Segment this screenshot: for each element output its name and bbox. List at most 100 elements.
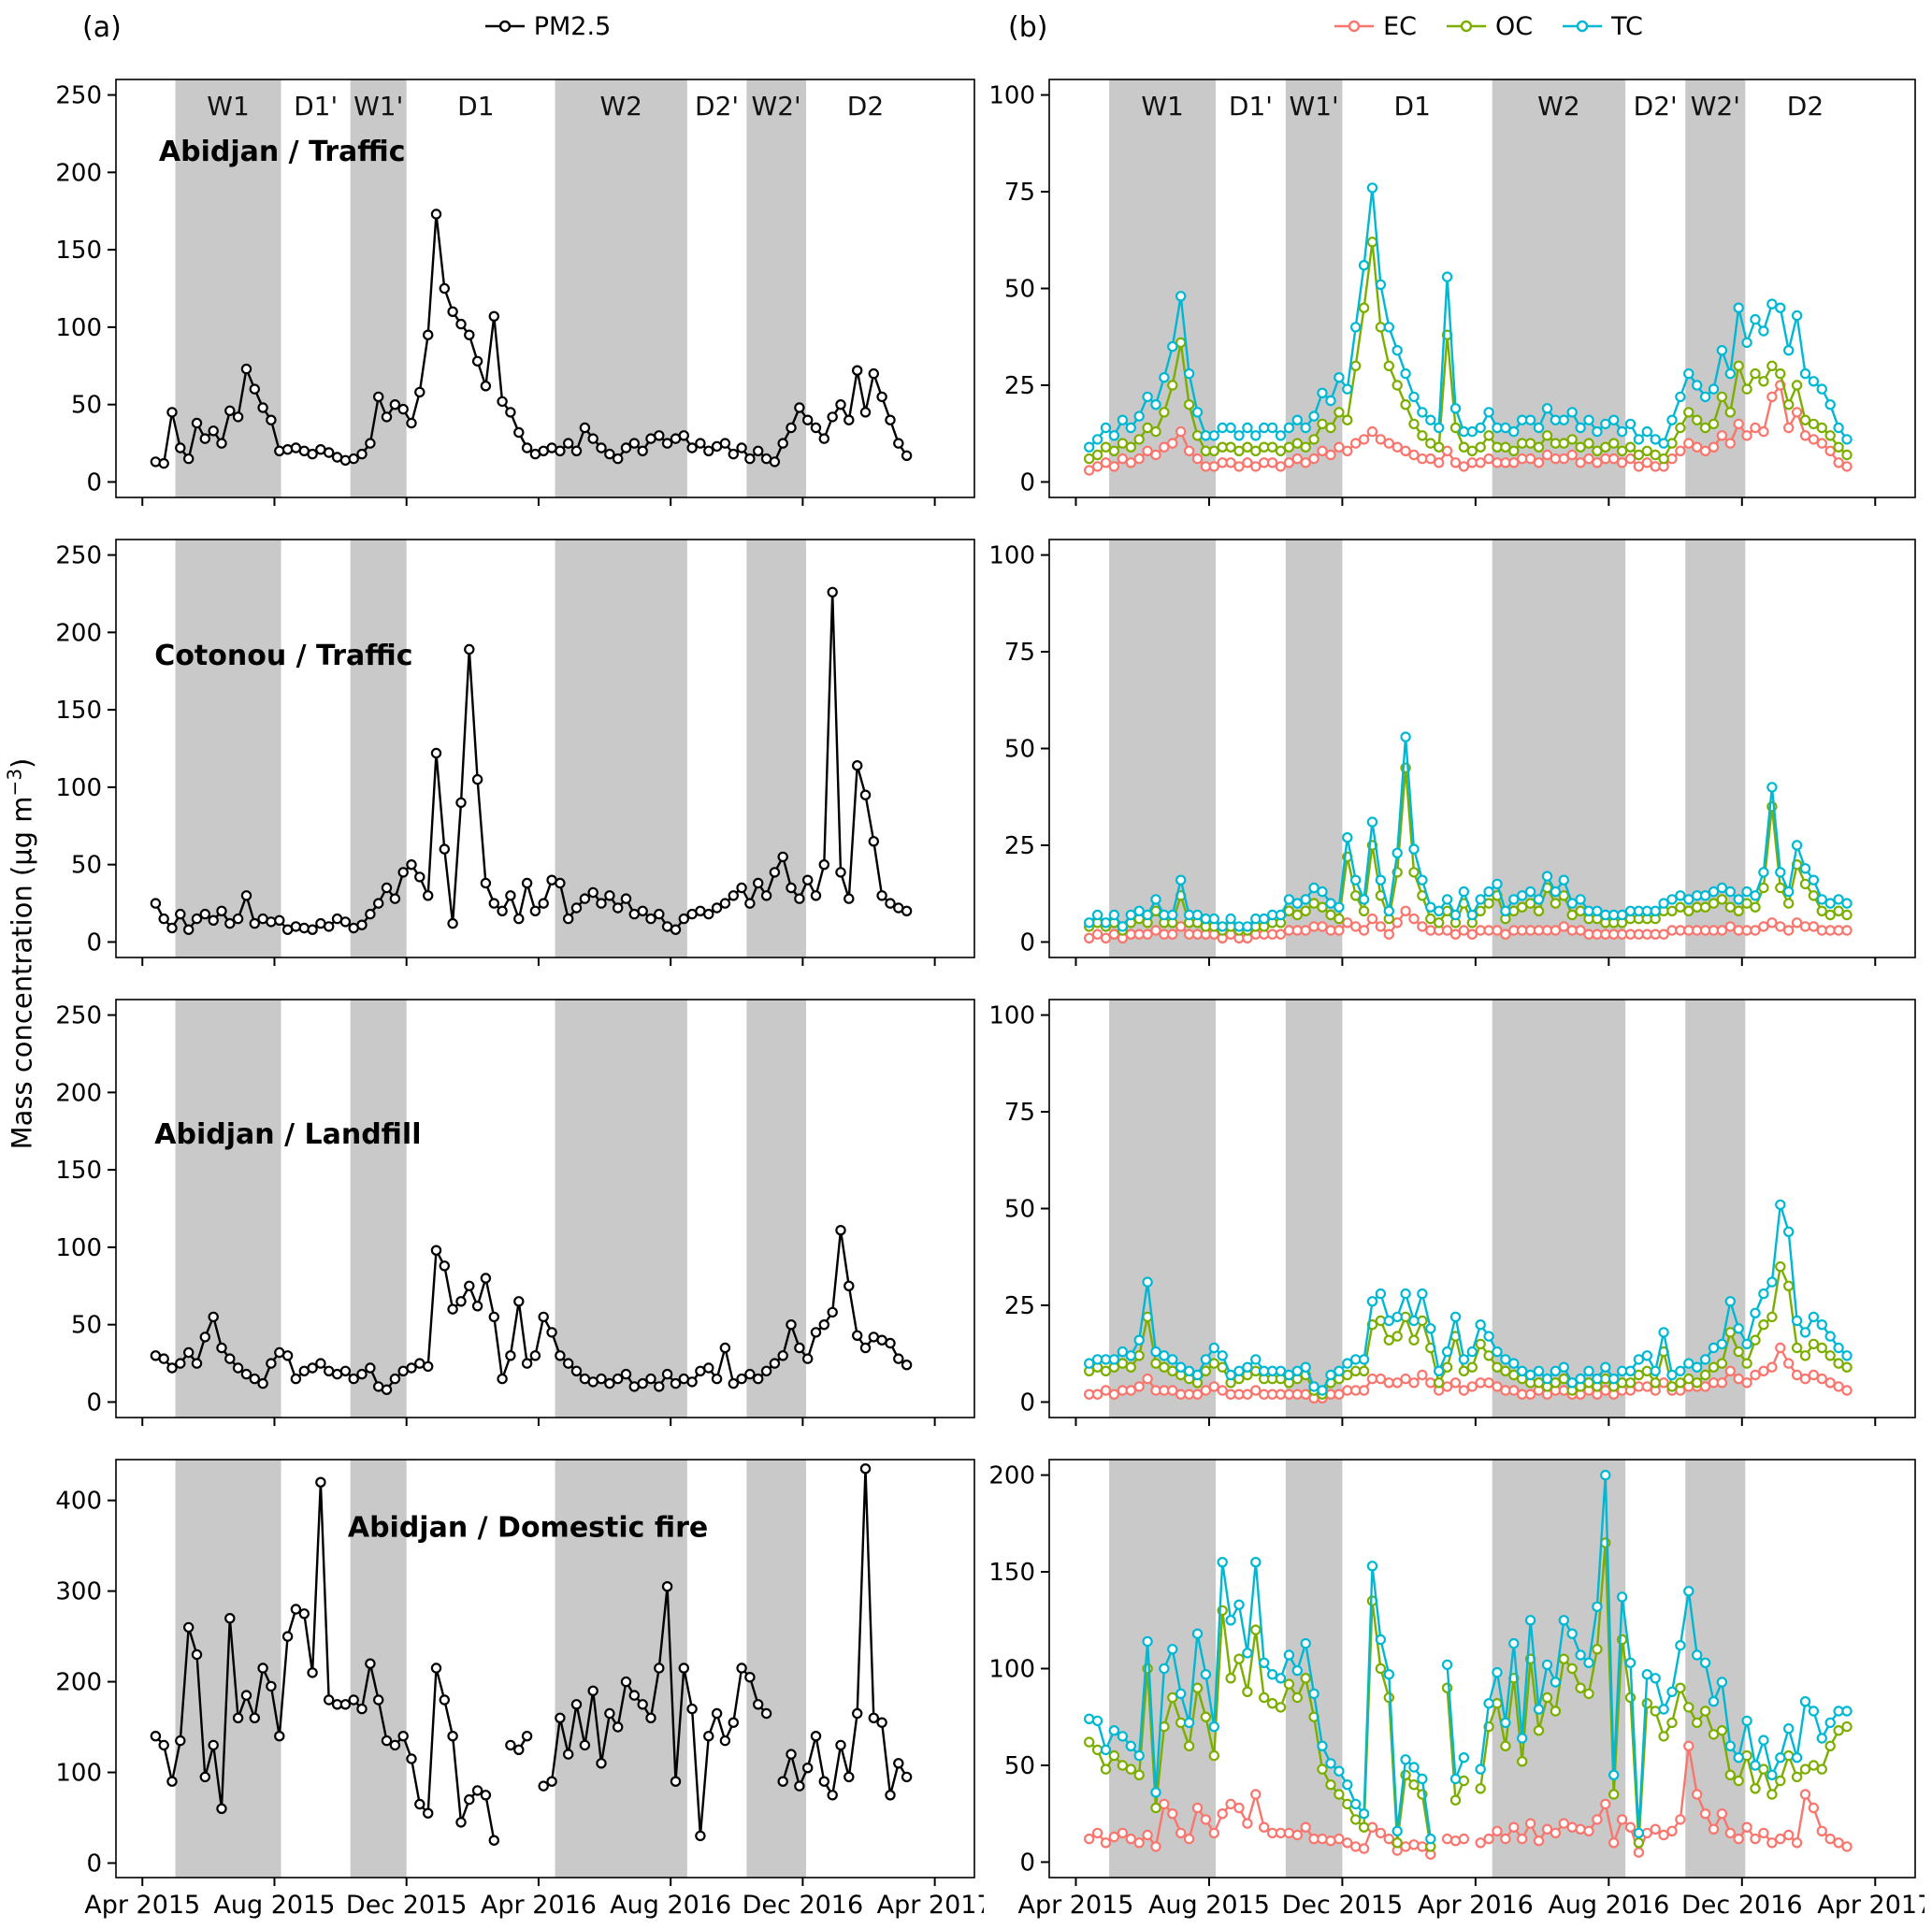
data-point-marker bbox=[1150, 925, 1161, 936]
data-point-marker bbox=[661, 438, 673, 449]
data-point-marker bbox=[719, 1342, 731, 1354]
data-point-marker bbox=[1217, 921, 1228, 932]
data-point-marker bbox=[1600, 1469, 1611, 1481]
data-point-marker bbox=[1733, 1775, 1744, 1787]
data-point-marker bbox=[1466, 1381, 1478, 1392]
data-point-marker bbox=[158, 1739, 169, 1751]
data-point-marker bbox=[240, 363, 252, 375]
data-point-marker bbox=[1108, 1725, 1120, 1736]
data-point-marker bbox=[596, 1373, 607, 1385]
data-point-marker bbox=[563, 438, 574, 449]
data-point-marker bbox=[1692, 441, 1703, 453]
data-point-marker bbox=[753, 1373, 764, 1385]
y-tick-label: 0 bbox=[1019, 929, 1035, 957]
data-point-marker bbox=[1250, 430, 1262, 441]
legend-item-pm2-5: PM2.5 bbox=[483, 12, 611, 41]
data-point-marker bbox=[1275, 1702, 1287, 1713]
data-point-marker bbox=[513, 1296, 525, 1307]
data-point-marker bbox=[901, 905, 913, 916]
data-point-marker bbox=[628, 1690, 641, 1701]
data-point-marker bbox=[307, 1362, 318, 1374]
data-point-marker bbox=[1733, 1752, 1744, 1763]
data-point-marker bbox=[1342, 1837, 1353, 1849]
data-point-marker bbox=[1624, 453, 1636, 465]
data-point-marker bbox=[1125, 1740, 1136, 1751]
data-point-marker bbox=[1167, 380, 1178, 391]
data-point-marker bbox=[339, 1699, 352, 1710]
data-point-marker bbox=[1492, 1666, 1503, 1678]
data-point-marker bbox=[1417, 921, 1428, 932]
data-point-marker bbox=[1417, 430, 1428, 441]
data-point-marker bbox=[480, 1273, 492, 1284]
data-point-marker bbox=[703, 1731, 714, 1742]
data-point-marker bbox=[587, 1685, 598, 1696]
data-point-marker bbox=[406, 1362, 417, 1374]
data-point-marker bbox=[1524, 438, 1536, 449]
data-point-marker bbox=[497, 905, 508, 916]
data-point-marker bbox=[1425, 901, 1436, 913]
data-point-marker bbox=[1775, 1260, 1786, 1273]
data-point-marker bbox=[1250, 1354, 1262, 1365]
data-point-marker bbox=[1358, 1365, 1370, 1376]
data-point-marker bbox=[563, 913, 574, 925]
data-point-marker bbox=[1566, 1377, 1578, 1389]
data-point-marker bbox=[1758, 1763, 1769, 1775]
data-point-marker bbox=[1558, 1615, 1570, 1626]
data-point-marker bbox=[546, 1327, 557, 1338]
data-point-marker bbox=[1342, 1779, 1353, 1791]
data-point-marker bbox=[1658, 1327, 1669, 1338]
data-point-marker bbox=[1408, 391, 1420, 403]
data-point-marker bbox=[901, 450, 913, 461]
data-point-marker bbox=[232, 1362, 244, 1374]
data-point-marker bbox=[1600, 441, 1611, 453]
data-point-marker bbox=[150, 456, 162, 468]
data-point-marker bbox=[1233, 1365, 1245, 1376]
data-point-marker bbox=[1400, 367, 1411, 380]
y-tick-label: 250 bbox=[56, 1002, 102, 1030]
data-point-marker bbox=[1159, 441, 1170, 453]
data-point-marker bbox=[1466, 909, 1478, 921]
series-ec bbox=[1083, 1740, 1853, 1860]
data-point-marker bbox=[810, 890, 822, 901]
data-point-marker bbox=[555, 445, 566, 456]
data-point-marker bbox=[555, 1350, 566, 1361]
data-point-marker bbox=[1775, 867, 1786, 878]
data-point-marker bbox=[1816, 1825, 1828, 1836]
data-point-marker bbox=[1483, 1833, 1494, 1845]
data-point-marker bbox=[1758, 1288, 1769, 1300]
season-label-D2p: D2' bbox=[695, 91, 739, 122]
data-point-marker bbox=[736, 882, 747, 894]
data-point-marker bbox=[1600, 418, 1611, 430]
legend-pm25: PM2.5 bbox=[402, 7, 692, 45]
data-point-marker bbox=[224, 1353, 236, 1364]
season-label-D1p: D1' bbox=[1229, 91, 1273, 122]
data-point-marker bbox=[1492, 1346, 1503, 1358]
data-point-marker bbox=[1150, 425, 1161, 438]
data-point-marker bbox=[266, 1358, 277, 1369]
data-point-marker bbox=[810, 1731, 822, 1742]
data-point-marker bbox=[1550, 1365, 1562, 1376]
data-point-marker bbox=[1391, 380, 1403, 391]
data-point-marker bbox=[1841, 1706, 1853, 1717]
season-label-D2p: D2' bbox=[1634, 91, 1678, 122]
data-point-marker bbox=[1383, 1668, 1394, 1680]
data-point-marker bbox=[232, 411, 244, 423]
data-point-marker bbox=[703, 445, 714, 456]
data-point-marker bbox=[1666, 1825, 1678, 1836]
legend-item-ec: EC bbox=[1333, 12, 1417, 41]
data-point-marker bbox=[1175, 874, 1187, 885]
data-point-marker bbox=[1217, 1556, 1228, 1568]
data-point-marker bbox=[1308, 434, 1319, 445]
data-point-marker bbox=[901, 1771, 913, 1783]
data-point-marker bbox=[281, 444, 294, 455]
data-point-marker bbox=[1334, 1365, 1345, 1376]
data-point-marker bbox=[1350, 322, 1362, 333]
data-point-marker bbox=[240, 1690, 252, 1701]
data-point-marker bbox=[1308, 453, 1319, 465]
data-point-marker bbox=[555, 877, 566, 889]
data-point-marker bbox=[1449, 1794, 1462, 1806]
data-point-marker bbox=[423, 1360, 434, 1373]
data-point-marker bbox=[1125, 1763, 1136, 1775]
legend-label: EC bbox=[1383, 11, 1418, 41]
data-point-marker bbox=[1808, 1802, 1820, 1814]
